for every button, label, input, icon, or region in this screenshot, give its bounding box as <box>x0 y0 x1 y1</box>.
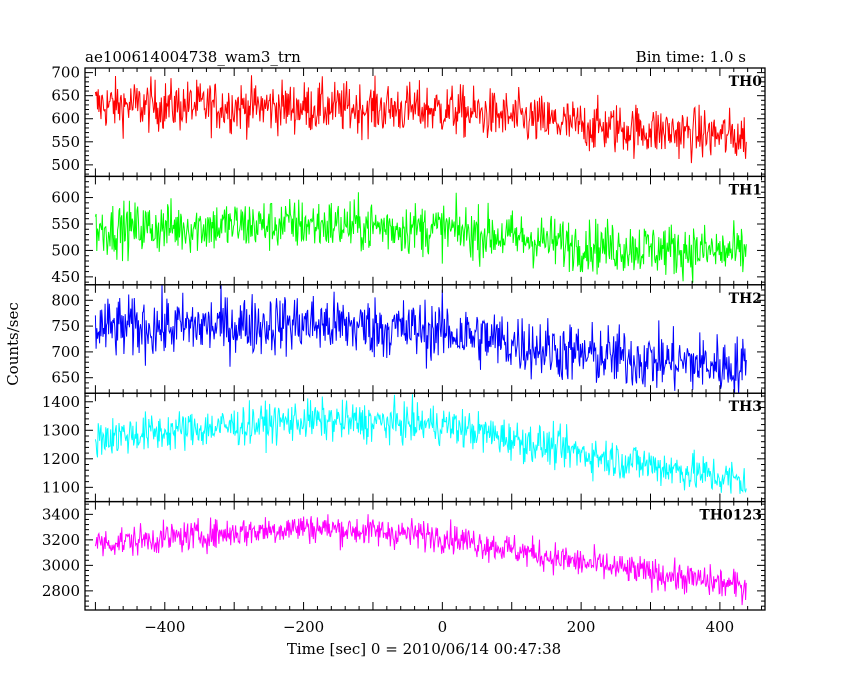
y-tick-label: 3200 <box>42 531 80 549</box>
panels-group: 500 550 600 650 700 TH0 450 500 550 600 TH1 650 700 7… <box>42 64 766 636</box>
y-tick-label: 800 <box>51 291 80 309</box>
y-tick-label: 600 <box>51 189 80 207</box>
panel-label: TH0 <box>729 74 763 90</box>
series-line-th1 <box>94 192 747 283</box>
series-line-th0 <box>94 75 747 164</box>
bin-time-label: Bin time: 1.0 s <box>636 48 746 66</box>
chart-title: ae100614004738_wam3_trn <box>85 48 301 66</box>
panel-th0: 500 550 600 650 700 TH0 <box>51 64 766 178</box>
y-tick-label: 500 <box>51 156 80 174</box>
y-tick-label: 500 <box>51 241 80 259</box>
panel-th3: 1100 1200 1300 1400 TH3 <box>42 392 766 503</box>
y-tick-label: 1100 <box>42 478 80 496</box>
y-tick-label: 2800 <box>42 582 80 600</box>
y-tick-label: 450 <box>51 268 80 286</box>
y-tick-label: 750 <box>51 317 80 335</box>
series-line-th3 <box>94 394 747 494</box>
y-tick-label: 650 <box>51 369 80 387</box>
y-tick-label: 3000 <box>42 556 80 574</box>
x-tick-label: −200 <box>283 618 324 636</box>
panel-label: TH1 <box>729 182 762 198</box>
x-axis-label: Time [sec] 0 = 2010/06/14 00:47:38 <box>287 640 561 658</box>
panel-frame <box>84 392 766 503</box>
panel-label: TH0123 <box>699 508 762 524</box>
series-line-th2 <box>94 284 747 394</box>
y-tick-label: 3400 <box>42 505 80 523</box>
panel-label: TH2 <box>729 291 762 307</box>
y-tick-label: 600 <box>51 110 80 128</box>
panel-th1: 450 500 550 600 TH1 <box>51 175 766 286</box>
y-tick-label: 1300 <box>42 421 80 439</box>
panel-label: TH3 <box>729 399 762 415</box>
series-line-th0123 <box>94 514 747 606</box>
x-tick-label: 200 <box>567 618 596 636</box>
y-tick-label: 700 <box>51 64 80 82</box>
y-tick-label: 550 <box>51 215 80 233</box>
x-tick-label: −400 <box>144 618 185 636</box>
x-tick-label: 400 <box>706 618 735 636</box>
y-tick-label: 1400 <box>42 393 80 411</box>
panel-frame <box>84 500 766 611</box>
panel-th2: 650 700 750 800 TH2 <box>51 284 766 394</box>
x-tick-label: 0 <box>438 618 448 636</box>
y-tick-label: 550 <box>51 133 80 151</box>
y-tick-label: 650 <box>51 87 80 105</box>
y-tick-label: 1200 <box>42 450 80 468</box>
panel-th0123: 2800 3000 3200 3400 TH0123 <box>42 500 766 611</box>
y-axis-label: Counts/sec <box>4 302 22 386</box>
y-tick-label: 700 <box>51 343 80 361</box>
